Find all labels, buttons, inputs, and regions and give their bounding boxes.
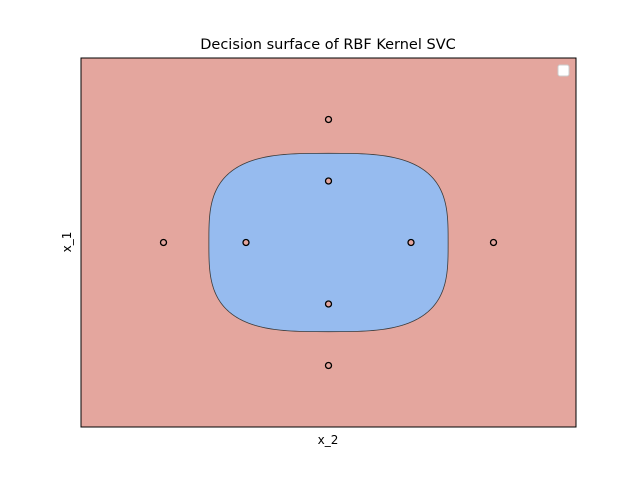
data-point-1 bbox=[324, 177, 333, 185]
data-points bbox=[159, 115, 498, 370]
y-axis-label: x_1 bbox=[60, 232, 74, 253]
x-axis-label: x_2 bbox=[318, 433, 339, 447]
data-point-5 bbox=[489, 238, 498, 247]
plot-area bbox=[80, 57, 577, 428]
axes-frame bbox=[80, 57, 577, 428]
data-point-6 bbox=[324, 300, 333, 308]
data-point-3 bbox=[242, 238, 250, 247]
chart-title: Decision surface of RBF Kernel SVC bbox=[200, 37, 456, 53]
data-point-7 bbox=[324, 361, 333, 370]
inner-decision-region bbox=[208, 152, 449, 333]
legend-box bbox=[557, 64, 570, 77]
data-point-4 bbox=[407, 238, 415, 247]
data-point-0 bbox=[324, 115, 333, 124]
data-point-2 bbox=[159, 238, 168, 247]
